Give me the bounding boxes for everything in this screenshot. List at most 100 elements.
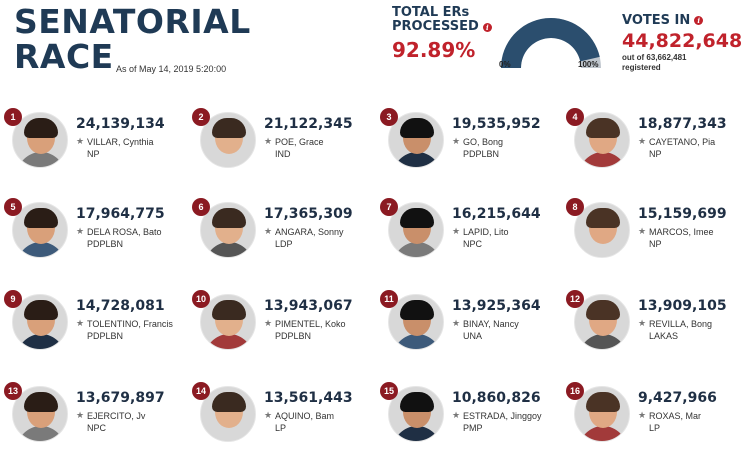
candidate-avatar bbox=[12, 386, 68, 442]
avatar-hair bbox=[586, 118, 620, 138]
info-icon[interactable]: i bbox=[482, 22, 492, 32]
candidate-name: PIMENTEL, Koko bbox=[275, 319, 346, 329]
candidate-votes: 15,159,699 bbox=[638, 206, 727, 222]
avatar-hair bbox=[24, 392, 58, 412]
candidate-card[interactable]: 12 13,909,105 ★ REVILLA, Bong LAKAS bbox=[566, 290, 746, 370]
candidate-card[interactable]: 2 21,122,345 ★ POE, Grace IND bbox=[192, 108, 372, 188]
candidate-card[interactable]: 7 16,215,644 ★ LAPID, Lito NPC bbox=[380, 198, 560, 278]
candidate-avatar bbox=[574, 386, 630, 442]
candidate-info: DELA ROSA, Bato PDPLBN bbox=[87, 226, 182, 250]
avatar-body bbox=[579, 334, 627, 349]
ers-processed-block: TOTAL ERs PROCESSED i 92.89% bbox=[392, 6, 492, 62]
candidate-votes: 16,215,644 bbox=[452, 206, 541, 222]
candidate-info: VILLAR, Cynthia NP bbox=[87, 136, 182, 160]
candidate-card[interactable]: 6 17,365,309 ★ ANGARA, Sonny LDP bbox=[192, 198, 372, 278]
avatar-body bbox=[17, 152, 65, 167]
rank-badge: 9 bbox=[4, 290, 22, 308]
candidate-party: PDPLBN bbox=[463, 149, 500, 159]
rank-badge: 11 bbox=[380, 290, 398, 308]
candidate-info: ANGARA, Sonny LDP bbox=[275, 226, 370, 250]
rank-badge: 5 bbox=[4, 198, 22, 216]
rank-badge: 13 bbox=[4, 382, 22, 400]
star-icon: ★ bbox=[264, 410, 273, 420]
candidate-card[interactable]: 11 13,925,364 ★ BINAY, Nancy UNA bbox=[380, 290, 560, 370]
ers-percent: 92.89% bbox=[392, 38, 476, 62]
candidate-card[interactable]: 8 15,159,699 ★ MARCOS, Imee NP bbox=[566, 198, 746, 278]
candidate-avatar bbox=[574, 294, 630, 350]
page-title: SENATORIAL RACE bbox=[14, 4, 251, 74]
rank-badge: 10 bbox=[192, 290, 210, 308]
candidate-info: TOLENTINO, Francis PDPLBN bbox=[87, 318, 182, 342]
star-icon: ★ bbox=[638, 318, 647, 328]
candidate-card[interactable]: 14 13,561,443 ★ AQUINO, Bam LP bbox=[192, 382, 372, 450]
candidate-party: NPC bbox=[87, 423, 107, 433]
candidate-card[interactable]: 10 13,943,067 ★ PIMENTEL, Koko PDPLBN bbox=[192, 290, 372, 370]
rank-badge: 3 bbox=[380, 108, 398, 126]
candidate-card[interactable]: 5 17,964,775 ★ DELA ROSA, Bato PDPLBN bbox=[4, 198, 184, 278]
star-icon: ★ bbox=[452, 226, 461, 236]
candidate-info: GO, Bong PDPLBN bbox=[463, 136, 558, 160]
candidate-card[interactable]: 16 9,427,966 ★ ROXAS, Mar LP bbox=[566, 382, 746, 450]
avatar-body bbox=[205, 242, 253, 257]
info-icon[interactable]: i bbox=[694, 16, 704, 25]
candidate-avatar bbox=[200, 112, 256, 168]
avatar-hair bbox=[212, 392, 246, 412]
candidate-info: ROXAS, Mar LP bbox=[649, 410, 744, 434]
candidate-avatar bbox=[388, 294, 444, 350]
candidate-card[interactable]: 4 18,877,343 ★ CAYETANO, Pia NP bbox=[566, 108, 746, 188]
avatar-hair bbox=[212, 208, 246, 228]
avatar-hair bbox=[400, 118, 434, 138]
star-icon: ★ bbox=[76, 318, 85, 328]
candidate-name: GO, Bong bbox=[463, 137, 504, 147]
star-icon: ★ bbox=[638, 410, 647, 420]
candidate-card[interactable]: 13 13,679,897 ★ EJERCITO, Jv NPC bbox=[4, 382, 184, 450]
avatar-body bbox=[17, 334, 65, 349]
star-icon: ★ bbox=[76, 136, 85, 146]
candidate-info: LAPID, Lito NPC bbox=[463, 226, 558, 250]
gauge-fill bbox=[501, 17, 600, 68]
candidate-name: DELA ROSA, Bato bbox=[87, 227, 162, 237]
avatar-hair bbox=[24, 118, 58, 138]
avatar-hair bbox=[400, 300, 434, 320]
candidate-info: EJERCITO, Jv NPC bbox=[87, 410, 182, 434]
star-icon: ★ bbox=[452, 136, 461, 146]
votes-out-of-line-1: out of 63,662,481 bbox=[622, 53, 687, 62]
candidate-avatar bbox=[574, 112, 630, 168]
candidate-info: CAYETANO, Pia NP bbox=[649, 136, 744, 160]
avatar-body bbox=[393, 242, 441, 257]
rank-badge: 2 bbox=[192, 108, 210, 126]
candidate-avatar bbox=[200, 386, 256, 442]
avatar-hair bbox=[400, 392, 434, 412]
gauge-min-label: 0% bbox=[499, 60, 511, 69]
rank-badge: 7 bbox=[380, 198, 398, 216]
candidate-card[interactable]: 1 24,139,134 ★ VILLAR, Cynthia NP bbox=[4, 108, 184, 188]
candidate-avatar bbox=[388, 202, 444, 258]
candidate-party: IND bbox=[275, 149, 291, 159]
candidate-card[interactable]: 9 14,728,081 ★ TOLENTINO, Francis PDPLBN bbox=[4, 290, 184, 370]
avatar-hair bbox=[400, 208, 434, 228]
votes-in-block: VOTES IN i 44,822,648 out of 63,662,481 … bbox=[622, 13, 742, 73]
candidate-votes: 14,728,081 bbox=[76, 298, 165, 314]
avatar-hair bbox=[586, 208, 620, 228]
candidate-name: VILLAR, Cynthia bbox=[87, 137, 154, 147]
candidate-info: POE, Grace IND bbox=[275, 136, 370, 160]
candidate-card[interactable]: 3 19,535,952 ★ GO, Bong PDPLBN bbox=[380, 108, 560, 188]
avatar-body bbox=[205, 426, 253, 441]
avatar-body bbox=[393, 426, 441, 441]
ers-label: TOTAL ERs PROCESSED i bbox=[392, 6, 492, 34]
candidate-name: POE, Grace bbox=[275, 137, 324, 147]
candidate-party: PDPLBN bbox=[275, 331, 312, 341]
gauge-max-label: 100% bbox=[578, 60, 599, 69]
candidate-party: NP bbox=[649, 239, 662, 249]
ers-gauge bbox=[501, 17, 601, 68]
candidate-party: PMP bbox=[463, 423, 483, 433]
candidate-party: NP bbox=[649, 149, 662, 159]
candidate-info: AQUINO, Bam LP bbox=[275, 410, 370, 434]
candidate-card[interactable]: 15 10,860,826 ★ ESTRADA, Jinggoy PMP bbox=[380, 382, 560, 450]
ers-label-line-2: PROCESSED bbox=[392, 19, 479, 34]
candidate-votes: 10,860,826 bbox=[452, 390, 541, 406]
avatar-hair bbox=[586, 300, 620, 320]
candidate-votes: 13,679,897 bbox=[76, 390, 165, 406]
ers-label-line-1: TOTAL ERs bbox=[392, 5, 470, 20]
candidate-avatar bbox=[574, 202, 630, 258]
